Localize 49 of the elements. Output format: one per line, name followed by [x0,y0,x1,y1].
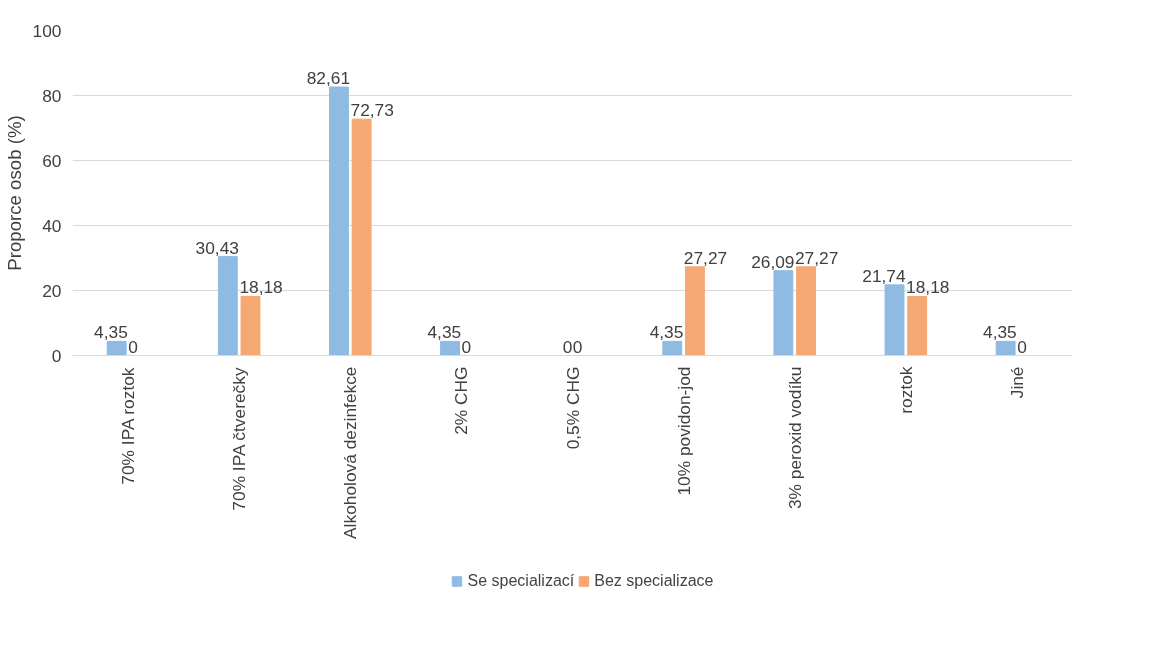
data-label: 30,43 [195,237,239,258]
data-label: 18,18 [239,277,283,298]
data-label: 21,74 [862,265,906,286]
y-tick-label: 80 [42,85,62,106]
data-label: 18,18 [906,277,950,298]
data-label: 4,35 [94,322,128,343]
bar [351,118,372,356]
data-label: 4,35 [983,322,1017,343]
data-label: 0 [1017,336,1027,357]
y-tick-label: 60 [42,150,62,171]
y-tick-label: 20 [42,280,62,301]
data-label: 26,09 [751,251,795,272]
legend-label: Se specializací [467,571,575,590]
x-tick-label: 3% peroxid vodíku [784,366,805,510]
bar [240,295,261,356]
bar [329,86,349,356]
y-axis-title: Proporce osob (%) [3,115,25,271]
y-tick-label: 100 [32,20,62,41]
data-label: 0 [562,336,573,357]
x-tick-label: Jiné [1006,366,1027,399]
y-tick-label: 40 [42,215,62,236]
data-label: 82,61 [306,68,351,89]
data-label: 0 [128,336,138,357]
x-tick-label: 70% IPA čtverečky [229,367,250,511]
bar [907,295,928,356]
x-tick-label: 0,5% CHG [562,366,583,450]
x-tick-label: 10% povidon-jod [673,366,694,496]
data-label: 4,35 [427,322,462,343]
data-label: 0 [572,336,583,357]
data-label: 27,27 [794,247,839,268]
bar [685,266,705,356]
bar [995,340,1016,356]
bar [106,340,127,356]
data-label: 27,27 [683,247,728,268]
data-label: 0 [461,336,472,357]
bar [884,284,905,356]
bar [217,256,238,356]
bar [773,270,794,356]
bar [662,340,683,356]
x-tick-label: roztok [895,366,916,414]
legend-label: Bez specializace [594,571,714,590]
x-tick-label: 70% IPA roztok [118,367,139,485]
y-tick-label: 0 [51,345,62,366]
bar [796,266,816,356]
bar [440,340,460,356]
x-tick-label: 2% CHG [451,366,472,435]
data-label: 4,35 [649,322,684,343]
x-tick-label: Alkoholová dezinfekce [340,366,361,539]
data-label: 72,73 [350,100,394,121]
